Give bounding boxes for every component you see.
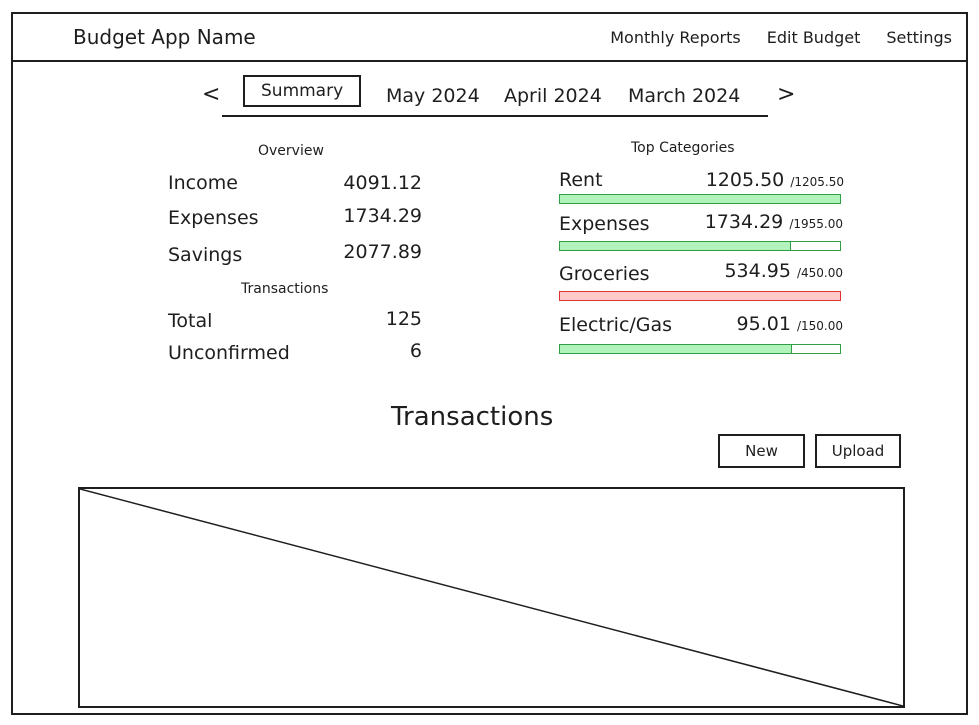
transactions-unconfirmed-label: Unconfirmed xyxy=(168,342,290,364)
category-amount: 95.01 /150.00 xyxy=(736,313,843,335)
overview-expenses-value: 1734.29 xyxy=(343,205,422,227)
overview-savings-label: Savings xyxy=(168,244,243,266)
tab-april-2024[interactable]: April 2024 xyxy=(504,85,602,107)
overview-savings-value: 2077.89 xyxy=(343,241,422,263)
category-amount: 1205.50 /1205.50 xyxy=(705,169,844,191)
category-name: Rent xyxy=(559,169,603,191)
chevron-left-icon[interactable]: < xyxy=(202,82,221,107)
overview-title: Overview xyxy=(258,143,324,159)
category-progress-fill xyxy=(560,242,791,250)
category-limit: /150.00 xyxy=(796,319,843,333)
top-bar: Budget App Name Monthly Reports Edit Bud… xyxy=(11,12,968,62)
transactions-total-value: 125 xyxy=(385,308,422,330)
nav-edit-budget[interactable]: Edit Budget xyxy=(766,28,861,47)
category-name: Electric/Gas xyxy=(559,314,673,336)
tab-may-2024[interactable]: May 2024 xyxy=(386,85,480,107)
category-limit: /1205.50 xyxy=(790,175,844,189)
overview-income-label: Income xyxy=(168,172,238,194)
transactions-summary-title: Transactions xyxy=(241,281,329,297)
category-progress-bar xyxy=(559,291,841,301)
app-name: Budget App Name xyxy=(73,25,256,49)
category-name: Expenses xyxy=(559,213,650,235)
top-categories-title: Top Categories xyxy=(631,140,735,156)
overview-expenses-label: Expenses xyxy=(168,207,259,229)
category-limit: /1955.00 xyxy=(789,217,843,231)
overview-income-value: 4091.12 xyxy=(343,172,422,194)
category-progress-fill xyxy=(560,292,840,300)
tabs-underline xyxy=(222,115,768,117)
category-name: Groceries xyxy=(559,263,650,285)
category-progress-bar xyxy=(559,241,841,251)
transactions-unconfirmed-value: 6 xyxy=(409,340,422,362)
tab-march-2024[interactable]: March 2024 xyxy=(628,85,741,107)
category-progress-bar xyxy=(559,344,841,354)
nav-monthly-reports[interactable]: Monthly Reports xyxy=(610,28,741,47)
category-progress-bar xyxy=(559,194,841,204)
tab-summary[interactable]: Summary xyxy=(243,75,362,107)
category-limit: /450.00 xyxy=(796,266,843,280)
category-amount: 1734.29 /1955.00 xyxy=(704,211,843,233)
period-tabs: < Summary May 2024 April 2024 March 2024… xyxy=(200,75,800,120)
category-amount: 534.95 /450.00 xyxy=(724,260,843,282)
transactions-table-placeholder xyxy=(78,487,905,708)
nav-settings[interactable]: Settings xyxy=(886,28,952,47)
top-nav: Monthly Reports Edit Budget Settings xyxy=(610,28,952,47)
new-transaction-button[interactable]: New xyxy=(718,434,805,468)
category-progress-fill xyxy=(560,345,792,353)
transactions-total-label: Total xyxy=(168,310,213,332)
category-progress-fill xyxy=(560,195,840,203)
transactions-heading: Transactions xyxy=(391,402,554,432)
placeholder-diagonal xyxy=(80,489,903,706)
chevron-right-icon[interactable]: > xyxy=(777,82,796,107)
upload-button[interactable]: Upload xyxy=(815,434,901,468)
